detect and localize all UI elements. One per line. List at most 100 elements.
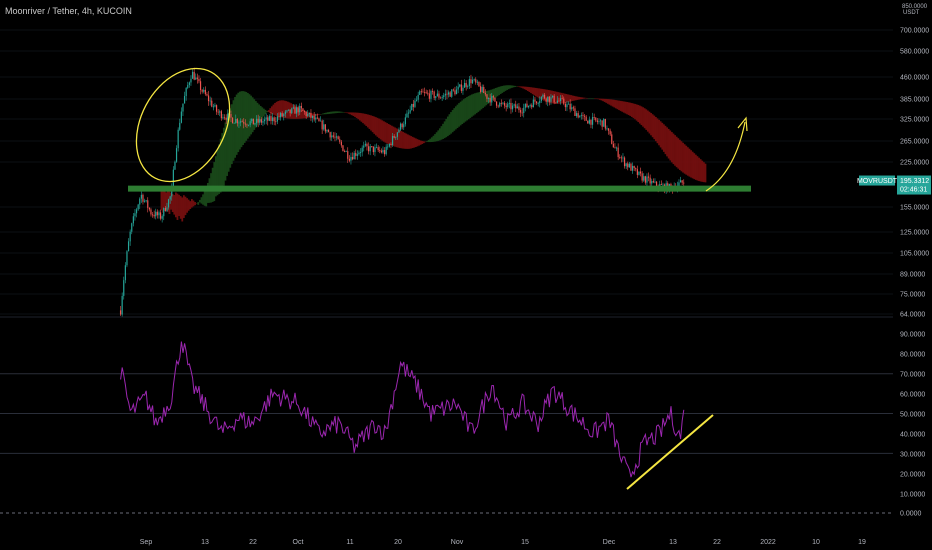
rsi-axis-label: 40.0000 [900,432,925,439]
candle-body [451,89,453,97]
candle-body [447,92,450,95]
candle-body [588,119,590,124]
cloud-segment [549,90,552,103]
cloud-segment [373,116,376,134]
cloud-segment [653,115,656,140]
cloud-segment [310,113,313,117]
candle-body [292,107,294,109]
candle-body [446,93,448,95]
cloud-segment [554,91,556,104]
cloud-segment [690,150,692,178]
cloud-segment [304,111,307,119]
cloud-segment [398,130,401,149]
cloud-segment [421,140,424,145]
support-level [128,185,751,192]
candle-body [251,118,253,122]
cloud-segment [533,87,536,96]
price-candles[interactable] [119,67,685,318]
cloud-segment [400,130,403,149]
cloud-segment [331,111,334,114]
candle-body [135,209,138,214]
cloud-segment [179,196,182,219]
candle-body [156,211,158,216]
price-badge [897,175,931,195]
cloud-segment [582,97,585,99]
candle-body [231,117,234,124]
candle-body [575,113,578,117]
candle-body [265,117,267,120]
candle-body [372,146,374,153]
cloud-segment [334,111,337,114]
cloud-segment [698,157,700,182]
candle-body [166,207,168,211]
cloud-segment [526,86,529,91]
candle-body [262,121,264,123]
cloud-segment [322,113,324,115]
cloud-segment [611,99,614,107]
price-axis-label: 155.0000 [900,205,929,212]
candle-body [279,113,282,118]
candle-body [163,207,165,217]
candle-body [633,165,635,169]
cloud-segment [395,128,398,148]
candle-body [491,96,493,103]
candle-body [463,83,466,88]
cloud-segment [392,126,395,147]
candle-body [679,180,682,183]
candle-body [227,113,229,120]
cloud-segment [456,104,459,129]
candle-body [267,117,269,121]
cloud-segment [178,194,180,217]
cloud-segment [680,141,683,172]
cloud-segment [493,88,496,99]
candle-body [467,85,469,87]
cloud-segment [613,99,616,108]
candle-body [209,100,211,102]
cloud-segment [550,90,553,104]
candle-body [169,196,171,200]
cloud-segment [163,190,166,208]
candle-body [630,163,632,171]
time-axis-label: 13 [201,539,209,546]
candle-body [537,103,539,104]
candle-body [660,184,662,185]
cloud-segment [312,113,315,117]
candle-body [126,251,128,266]
cloud-segment [491,89,494,100]
candle-body [239,121,242,123]
price-axis-label: 385.0000 [900,97,929,104]
time-axis[interactable]: Sep 13 22 Oct 11 20 Nov 15 Dec 13 22 2022 10 19 [140,539,866,546]
time-axis-label: Dec [603,539,616,546]
candle-body [215,105,218,112]
candle-body [369,146,371,152]
symbol-title[interactable]: Moonriver / Tether, 4h, KUCOIN [5,6,132,16]
candle-body [494,97,496,102]
cloud-segment [355,112,358,119]
cloud-segment [397,129,400,148]
time-axis-label: 22 [713,539,721,546]
rsi-axis[interactable]: 90.0000 80.0000 70.0000 60.0000 50.0000 40.00… [900,332,925,518]
candle-body [590,119,592,125]
cloud-segment [682,142,684,173]
candle-body [190,78,192,83]
cloud-segment [286,101,289,119]
candle-body [468,79,470,86]
candle-body [475,79,477,83]
cloud-segment [483,91,486,107]
cloud-segment [314,113,316,116]
cloud-segment [254,101,257,128]
candle-body [326,129,328,132]
candle-body [515,104,517,109]
candle-body [419,91,421,95]
cloud-segment [662,124,665,152]
cloud-segment [416,139,419,147]
cloud-segment [544,89,547,102]
candle-body [654,181,656,183]
cloud-segment [216,150,219,196]
candle-body [143,200,146,202]
cloud-segment [270,106,273,114]
cloud-segment [182,195,185,218]
time-axis-label: 19 [858,539,866,546]
